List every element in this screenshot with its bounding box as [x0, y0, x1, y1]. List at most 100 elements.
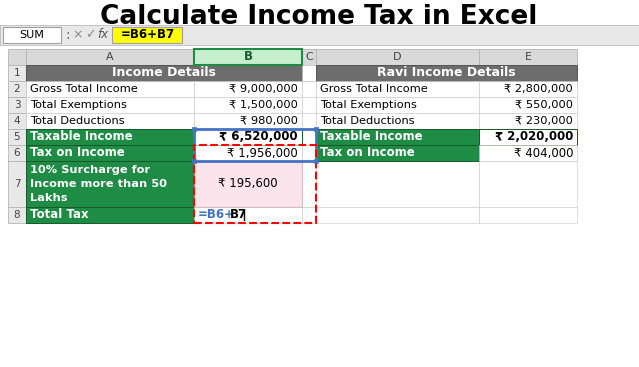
Text: ✓: ✓ — [85, 29, 95, 41]
Bar — [316, 207, 479, 223]
Bar — [194, 113, 302, 129]
Bar — [479, 161, 577, 207]
Bar — [8, 207, 26, 223]
Bar — [8, 129, 26, 145]
Text: ₹ 2,020,000: ₹ 2,020,000 — [495, 131, 573, 143]
Text: 7: 7 — [13, 179, 20, 189]
Bar — [194, 113, 302, 129]
Bar — [8, 97, 26, 113]
Bar — [316, 129, 479, 145]
Bar — [316, 97, 479, 113]
Bar — [479, 145, 577, 161]
Bar — [316, 49, 479, 65]
Bar — [26, 65, 194, 81]
Bar — [194, 145, 316, 223]
Bar — [302, 49, 316, 65]
Bar — [8, 145, 26, 161]
Bar — [3, 27, 61, 43]
Text: Total Deductions: Total Deductions — [320, 116, 415, 126]
Bar — [316, 113, 479, 129]
Bar — [316, 65, 577, 81]
Text: Total Exemptions: Total Exemptions — [320, 100, 417, 110]
Bar — [194, 97, 302, 113]
Bar — [316, 113, 479, 129]
Text: Tax on Income: Tax on Income — [320, 146, 415, 160]
Bar — [302, 161, 316, 207]
Bar — [314, 159, 318, 163]
Bar — [194, 145, 302, 161]
Bar — [479, 97, 577, 113]
Bar — [314, 127, 318, 131]
Bar — [8, 129, 26, 145]
Text: =B6+B7: =B6+B7 — [121, 29, 175, 41]
Bar — [8, 49, 577, 223]
Bar — [302, 65, 316, 81]
Bar — [479, 145, 577, 161]
Bar — [302, 113, 316, 129]
Bar — [8, 49, 26, 65]
Text: fx: fx — [97, 29, 109, 41]
Bar — [316, 129, 479, 145]
Bar — [302, 97, 316, 113]
Bar — [479, 97, 577, 113]
Bar — [194, 161, 302, 207]
Text: Gross Total Income: Gross Total Income — [320, 84, 427, 94]
Bar — [26, 207, 194, 223]
Text: ₹ 195,600: ₹ 195,600 — [218, 178, 278, 190]
Bar — [302, 145, 316, 161]
Bar — [26, 145, 194, 161]
Text: E: E — [525, 52, 532, 62]
Text: :: : — [66, 28, 70, 42]
Text: ₹ 2,800,000: ₹ 2,800,000 — [504, 84, 573, 94]
Text: 1: 1 — [13, 68, 20, 78]
Text: Taxable Income: Taxable Income — [30, 131, 133, 143]
Bar — [479, 65, 577, 81]
Bar — [316, 49, 479, 65]
Bar — [26, 113, 194, 129]
Text: Ravi Income Details: Ravi Income Details — [377, 66, 516, 80]
Text: 3: 3 — [13, 100, 20, 110]
Text: Total Tax: Total Tax — [30, 208, 89, 222]
Bar — [194, 81, 302, 97]
Text: Tax on Income: Tax on Income — [30, 146, 125, 160]
Text: Gross Total Income: Gross Total Income — [30, 84, 138, 94]
Bar — [194, 207, 302, 223]
Text: D: D — [393, 52, 402, 62]
Bar — [479, 113, 577, 129]
Bar — [8, 161, 26, 207]
Text: 4: 4 — [13, 116, 20, 126]
Bar — [8, 65, 26, 81]
Text: ₹ 6,520,000: ₹ 6,520,000 — [219, 131, 298, 143]
Bar — [26, 49, 194, 65]
Bar — [26, 129, 194, 145]
Bar — [0, 25, 639, 45]
Bar — [26, 161, 194, 207]
Text: ₹ 230,000: ₹ 230,000 — [515, 116, 573, 126]
Text: 10% Surcharge for
Income more than 50
Lakhs: 10% Surcharge for Income more than 50 La… — [30, 165, 167, 203]
Text: Calculate Income Tax in Excel: Calculate Income Tax in Excel — [100, 4, 537, 30]
Bar — [316, 145, 479, 161]
Bar — [302, 207, 316, 223]
Text: Taxable Income: Taxable Income — [320, 131, 422, 143]
Bar — [302, 161, 316, 207]
Bar — [316, 65, 479, 81]
Bar — [8, 65, 26, 81]
Bar — [194, 81, 302, 97]
Bar — [479, 81, 577, 97]
Text: ₹ 1,500,000: ₹ 1,500,000 — [229, 100, 298, 110]
Bar — [194, 145, 302, 161]
Text: ₹ 9,000,000: ₹ 9,000,000 — [229, 84, 298, 94]
Text: Income Details: Income Details — [112, 66, 216, 80]
Bar — [26, 129, 194, 145]
Text: B7: B7 — [230, 208, 247, 222]
Text: ₹ 404,000: ₹ 404,000 — [514, 146, 573, 160]
Bar — [194, 129, 302, 145]
Bar — [479, 129, 577, 145]
Text: C: C — [305, 52, 313, 62]
Bar — [8, 49, 26, 65]
Bar — [26, 145, 194, 161]
Text: ₹ 980,000: ₹ 980,000 — [240, 116, 298, 126]
Bar — [479, 113, 577, 129]
Bar — [192, 159, 196, 163]
Text: A: A — [106, 52, 114, 62]
